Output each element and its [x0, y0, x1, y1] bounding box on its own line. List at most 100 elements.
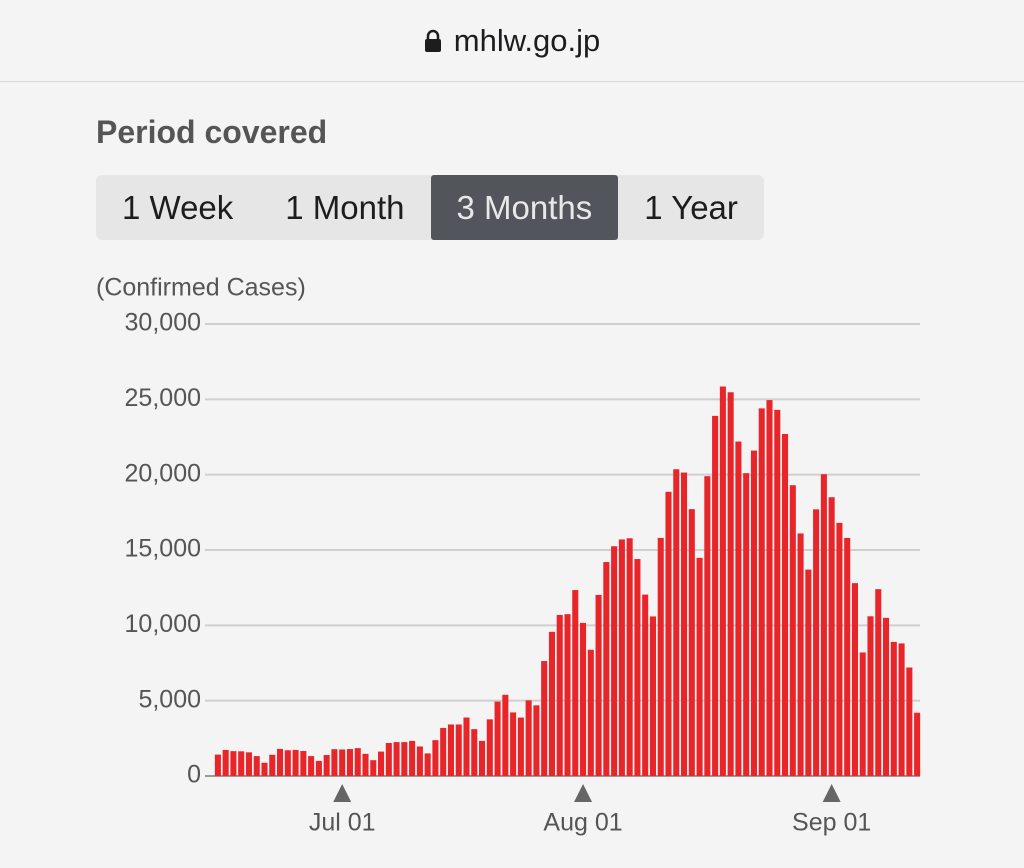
bar [665, 491, 672, 776]
bar [393, 742, 400, 776]
chart: (Confirmed Cases) 0 5,000 10,000 15,000 20,0… [96, 274, 921, 837]
bar [572, 590, 579, 776]
x-tick-label: Aug 01 [543, 809, 622, 837]
bar [890, 641, 897, 776]
bar [828, 497, 835, 776]
bar [308, 756, 315, 776]
bar [766, 400, 773, 776]
bar [797, 533, 804, 776]
bar [688, 509, 695, 776]
bar [424, 753, 431, 776]
section-title: Period covered [96, 114, 328, 150]
bar [673, 469, 680, 776]
bar [696, 557, 703, 776]
bar [378, 751, 385, 776]
bar [564, 614, 571, 776]
bar [315, 760, 322, 776]
bar [548, 631, 555, 776]
bar [681, 472, 688, 776]
bar [455, 724, 462, 776]
bar [502, 694, 509, 776]
bar [331, 749, 338, 776]
bar [440, 727, 447, 776]
bar [836, 522, 843, 776]
bar [269, 754, 276, 776]
bar [346, 749, 353, 776]
bar [782, 433, 789, 776]
bar [354, 748, 361, 776]
bar [447, 724, 454, 776]
bar [844, 537, 851, 776]
bar [370, 760, 377, 776]
bar [292, 749, 299, 776]
url[interactable]: mhlw.go.jp [453, 22, 601, 58]
bar [222, 749, 229, 776]
bar [859, 652, 866, 776]
bar [525, 700, 532, 776]
bar [587, 649, 594, 776]
bar [385, 743, 392, 776]
lock-icon [424, 29, 441, 52]
bar [300, 750, 307, 776]
period-selector: 1 Week 1 Month 3 Months 1 Year [96, 175, 764, 240]
bar [277, 748, 284, 776]
bar [603, 562, 610, 776]
y-tick-label: 15,000 [125, 535, 201, 563]
bar [727, 392, 734, 776]
bar [416, 746, 423, 776]
bar [339, 749, 346, 776]
x-tick-mark [822, 784, 841, 802]
bar [471, 729, 478, 776]
bar [214, 754, 221, 776]
bar [541, 661, 548, 776]
bar [704, 476, 711, 776]
bar [649, 616, 656, 776]
bar [401, 742, 408, 776]
bar [556, 614, 563, 776]
bar [432, 740, 439, 776]
y-axis-label: (Confirmed Cases) [96, 274, 306, 302]
bar [486, 719, 493, 776]
bar [813, 509, 820, 776]
y-tick-label: 10,000 [125, 610, 201, 638]
y-tick-label: 20,000 [125, 459, 201, 487]
bar [238, 751, 245, 776]
bar [595, 594, 602, 776]
bar [261, 762, 268, 776]
bar [284, 750, 291, 776]
y-tick-label: 25,000 [125, 384, 201, 412]
x-tick-label: Jul 01 [309, 809, 376, 837]
bar [494, 701, 501, 776]
address-bar: mhlw.go.jp [0, 0, 1024, 82]
bar [750, 450, 757, 776]
bar [898, 643, 905, 776]
bar [323, 755, 330, 776]
period-option[interactable]: 1 Year [644, 188, 738, 226]
y-tick-label: 5,000 [138, 685, 201, 713]
bar [253, 756, 260, 776]
bar [230, 751, 237, 776]
bar [510, 712, 517, 776]
period-option[interactable]: 1 Week [122, 188, 234, 226]
bar [789, 485, 796, 776]
bar [867, 616, 874, 776]
period-option[interactable]: 3 Months [430, 175, 619, 240]
bar [533, 705, 540, 776]
y-tick-label: 0 [187, 761, 201, 789]
bar [774, 409, 781, 776]
bar [580, 622, 587, 776]
bar [409, 740, 416, 776]
bar [719, 386, 726, 776]
bar [634, 559, 641, 776]
bar [805, 569, 812, 776]
x-tick-mark [574, 784, 593, 802]
x-tick-mark [333, 784, 352, 802]
bar [626, 538, 633, 776]
bar [820, 474, 827, 776]
period-option[interactable]: 1 Month [285, 188, 405, 226]
bar [851, 583, 858, 776]
bar [618, 539, 625, 776]
bar [611, 546, 618, 776]
